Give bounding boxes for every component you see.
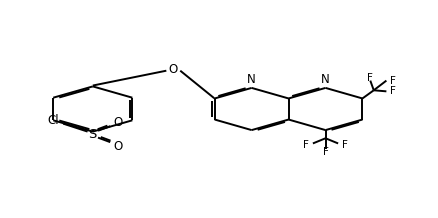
Text: F: F [390, 76, 396, 86]
Text: N: N [321, 73, 330, 85]
Text: O: O [113, 116, 123, 129]
Text: O: O [113, 140, 123, 153]
Text: F: F [367, 73, 373, 83]
Text: N: N [247, 73, 256, 85]
Text: O: O [169, 63, 178, 76]
Text: Cl: Cl [48, 114, 60, 127]
Text: F: F [390, 86, 396, 96]
Text: F: F [322, 147, 328, 157]
Text: F: F [342, 140, 348, 150]
Text: S: S [88, 128, 97, 141]
Text: F: F [304, 140, 309, 150]
